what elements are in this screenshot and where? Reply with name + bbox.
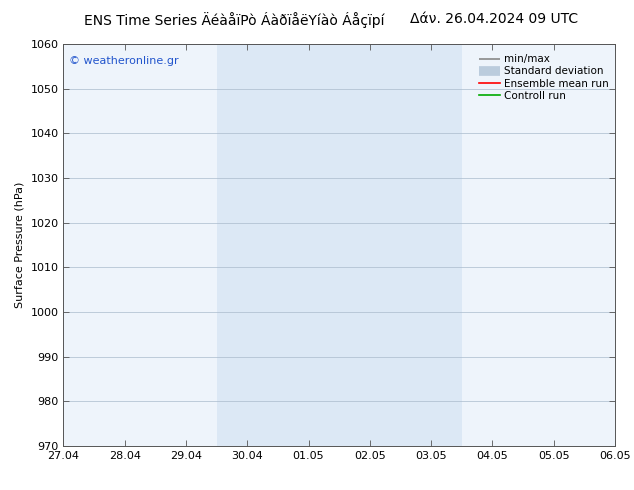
Y-axis label: Surface Pressure (hPa): Surface Pressure (hPa) [15,182,25,308]
Bar [33,44,94,446]
Bar [94,44,217,446]
Legend: min/max, Standard deviation, Ensemble mean run, Controll run: min/max, Standard deviation, Ensemble me… [475,50,613,105]
Text: ENS Time Series ÄéàåïPò ÁàðïåëYíàò Áåçïpí: ENS Time Series ÄéàåïPò ÁàðïåëYíàò Áåçïp… [84,12,385,28]
Bar [585,44,634,446]
Text: Δάν. 26.04.2024 09 UTC: Δάν. 26.04.2024 09 UTC [410,12,579,26]
Bar [462,44,585,446]
Text: © weatheronline.gr: © weatheronline.gr [69,56,179,66]
